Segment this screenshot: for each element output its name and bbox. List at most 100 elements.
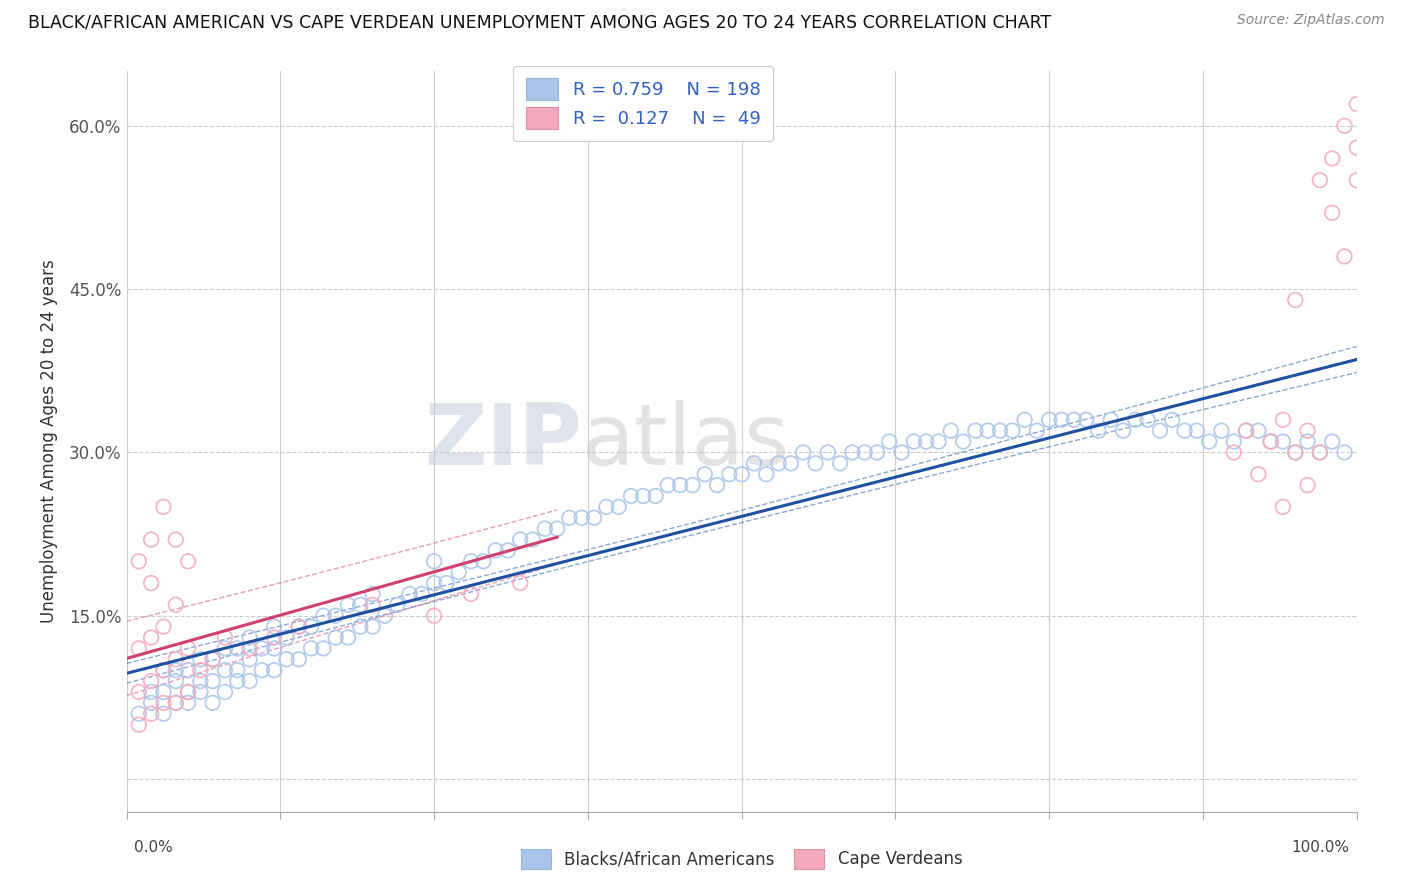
Point — [361, 619, 384, 633]
Point — [915, 434, 938, 449]
Point — [239, 652, 262, 666]
Point — [177, 696, 200, 710]
Point — [188, 663, 211, 677]
Point — [1296, 478, 1319, 492]
Point — [325, 631, 347, 645]
Legend: Blacks/African Americans, Cape Verdeans: Blacks/African Americans, Cape Verdeans — [512, 840, 972, 878]
Text: BLACK/AFRICAN AMERICAN VS CAPE VERDEAN UNEMPLOYMENT AMONG AGES 20 TO 24 YEARS CO: BLACK/AFRICAN AMERICAN VS CAPE VERDEAN U… — [28, 13, 1052, 31]
Point — [460, 587, 482, 601]
Point — [1271, 500, 1294, 514]
Point — [276, 652, 298, 666]
Point — [141, 533, 162, 547]
Point — [201, 652, 224, 666]
Point — [141, 685, 162, 699]
Point — [263, 641, 285, 656]
Point — [1038, 413, 1060, 427]
Point — [226, 641, 249, 656]
Point — [141, 576, 162, 591]
Point — [706, 478, 728, 492]
Point — [496, 543, 519, 558]
Point — [152, 685, 174, 699]
Point — [1309, 173, 1331, 187]
Point — [988, 424, 1011, 438]
Point — [1112, 424, 1135, 438]
Point — [718, 467, 741, 482]
Point — [1198, 434, 1220, 449]
Point — [250, 641, 273, 656]
Point — [1322, 206, 1344, 220]
Point — [546, 522, 568, 536]
Point — [669, 478, 692, 492]
Point — [177, 685, 200, 699]
Text: ZIP: ZIP — [425, 400, 582, 483]
Point — [263, 663, 285, 677]
Point — [165, 533, 187, 547]
Point — [128, 641, 150, 656]
Point — [1296, 424, 1319, 438]
Point — [226, 674, 249, 689]
Point — [1076, 413, 1098, 427]
Point — [361, 598, 384, 612]
Point — [1260, 434, 1282, 449]
Point — [631, 489, 654, 503]
Point — [1185, 424, 1208, 438]
Point — [128, 717, 150, 731]
Text: Source: ZipAtlas.com: Source: ZipAtlas.com — [1237, 13, 1385, 28]
Point — [1322, 152, 1344, 166]
Point — [374, 608, 396, 623]
Point — [1087, 424, 1109, 438]
Point — [484, 543, 508, 558]
Point — [1161, 413, 1184, 427]
Point — [188, 674, 211, 689]
Point — [287, 619, 309, 633]
Point — [1346, 140, 1368, 154]
Point — [1014, 413, 1036, 427]
Point — [460, 554, 482, 568]
Point — [239, 674, 262, 689]
Point — [841, 445, 863, 459]
Point — [644, 489, 666, 503]
Point — [1284, 293, 1306, 307]
Point — [152, 619, 174, 633]
Point — [165, 696, 187, 710]
Point — [1211, 424, 1233, 438]
Point — [398, 587, 420, 601]
Point — [385, 598, 409, 612]
Point — [165, 652, 187, 666]
Point — [165, 674, 187, 689]
Point — [877, 434, 900, 449]
Point — [250, 663, 273, 677]
Point — [1333, 250, 1355, 264]
Point — [177, 554, 200, 568]
Point — [201, 674, 224, 689]
Point — [1284, 445, 1306, 459]
Point — [141, 631, 162, 645]
Point — [1050, 413, 1073, 427]
Point — [349, 598, 371, 612]
Point — [866, 445, 889, 459]
Point — [965, 424, 987, 438]
Point — [214, 663, 236, 677]
Point — [731, 467, 754, 482]
Point — [276, 631, 298, 645]
Point — [903, 434, 925, 449]
Point — [522, 533, 544, 547]
Point — [1173, 424, 1195, 438]
Point — [214, 641, 236, 656]
Point — [239, 641, 262, 656]
Point — [1223, 445, 1246, 459]
Point — [436, 576, 458, 591]
Point — [152, 663, 174, 677]
Point — [1099, 413, 1122, 427]
Point — [141, 696, 162, 710]
Point — [165, 598, 187, 612]
Point — [1234, 424, 1257, 438]
Point — [152, 706, 174, 721]
Point — [1346, 97, 1368, 112]
Point — [792, 445, 814, 459]
Point — [287, 619, 309, 633]
Point — [287, 652, 309, 666]
Point — [177, 685, 200, 699]
Point — [1149, 424, 1171, 438]
Point — [1136, 413, 1159, 427]
